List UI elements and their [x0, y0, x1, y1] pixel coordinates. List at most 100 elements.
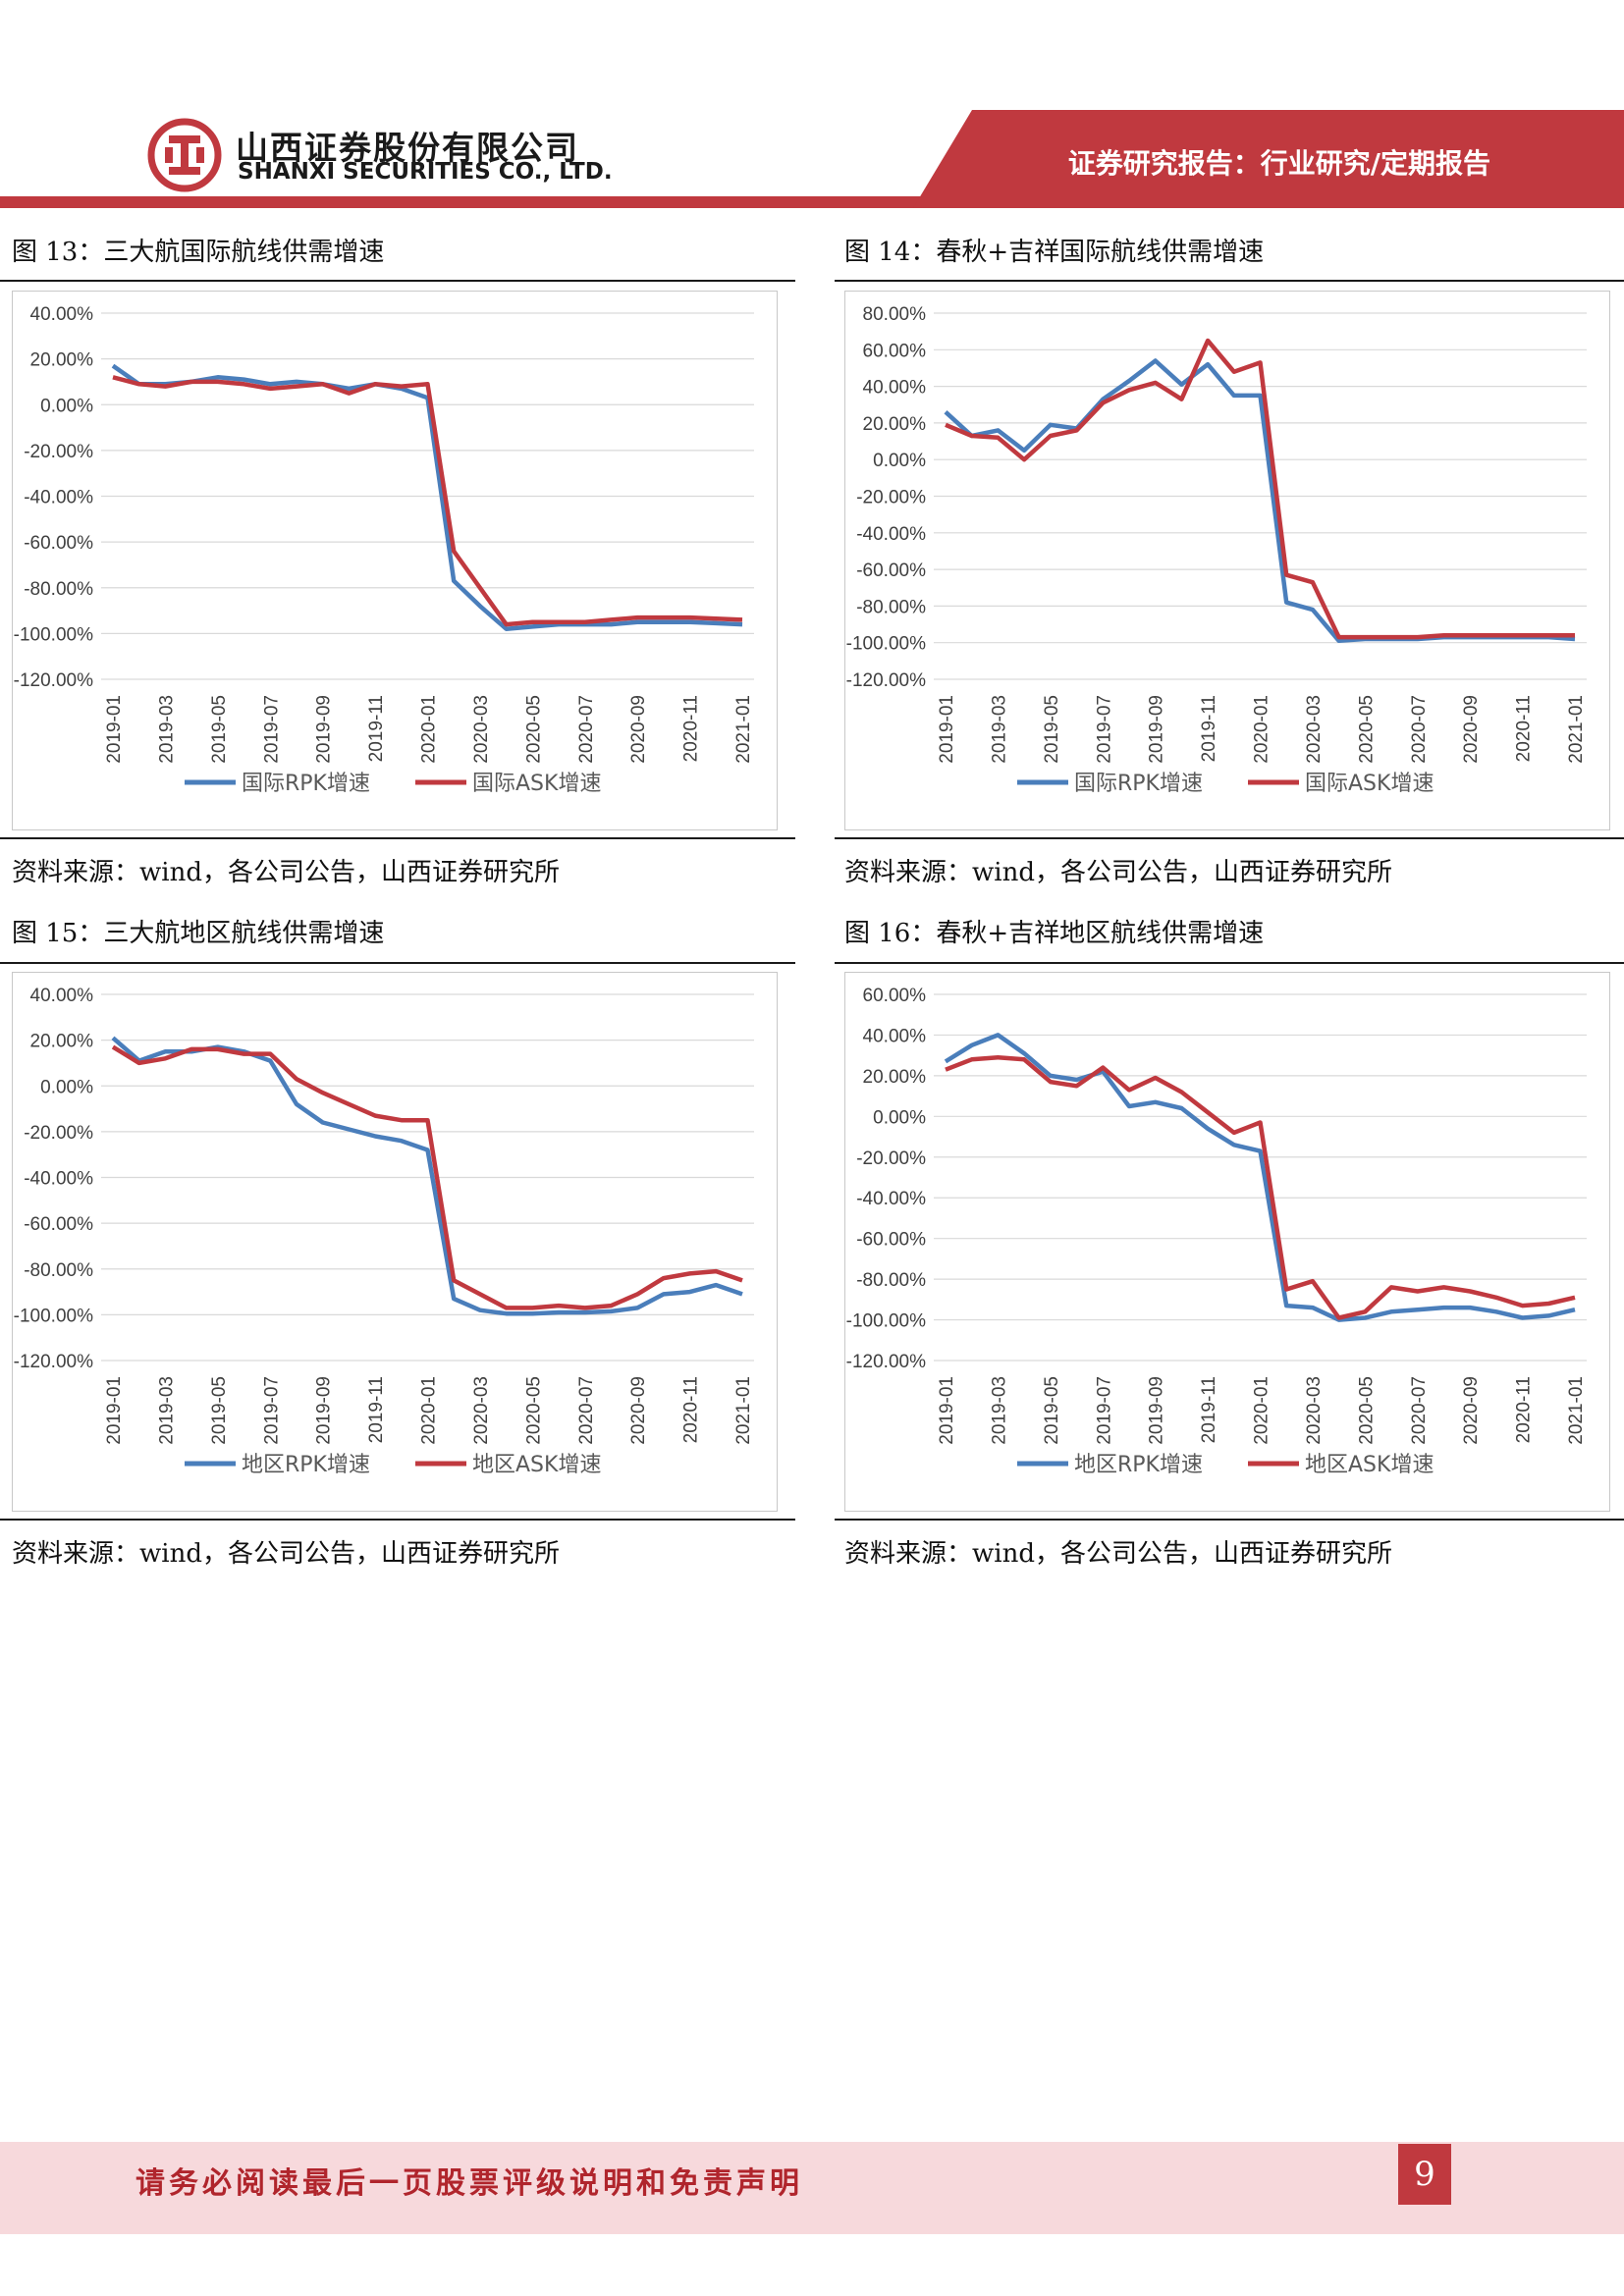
y-tick-label: 80.00% [863, 304, 927, 325]
x-tick-label: 2020-03 [471, 1376, 492, 1445]
x-tick-label: 2020-05 [523, 695, 544, 764]
y-tick-label: 20.00% [863, 414, 927, 435]
legend-label: 地区RPK增速 [242, 1453, 370, 1477]
legend-label: 国际RPK增速 [1074, 772, 1203, 796]
x-tick-label: 2020-07 [576, 1376, 597, 1445]
chart-container: 80.00% 60.00% 40.00% 20.00% 0.00% -20.00% -40.… [844, 291, 1610, 830]
series-line [112, 375, 743, 627]
x-tick-label: 2020-03 [471, 695, 492, 764]
series-line [945, 1054, 1576, 1320]
page-number: 9 [1398, 2144, 1451, 2205]
x-tick-label: 2020-05 [523, 1376, 544, 1445]
x-tick-label: 2020-09 [628, 695, 649, 764]
x-tick-label: 2021-01 [733, 695, 754, 764]
y-tick-label: -120.00% [14, 1352, 93, 1372]
legend-label: 地区RPK增速 [1074, 1453, 1203, 1477]
y-tick-label: -100.00% [846, 1311, 926, 1332]
x-tick-label: 2019-07 [1094, 1376, 1114, 1445]
y-tick-label: -20.00% [24, 442, 93, 462]
y-tick-label: -80.00% [856, 597, 926, 617]
y-tick-label: 40.00% [30, 986, 94, 1006]
y-tick-label: -100.00% [846, 634, 926, 655]
series-line [944, 1033, 1576, 1322]
source-note: 资料来源：wind，各公司公告，山西证券研究所 [844, 1539, 1392, 1569]
y-tick-label: 0.00% [40, 1077, 93, 1097]
series-line [111, 1036, 743, 1316]
y-tick-label: 40.00% [30, 304, 94, 325]
x-tick-label: 2019-03 [156, 1376, 177, 1445]
x-tick-label: 2019-03 [156, 695, 177, 764]
y-tick-label: -40.00% [856, 1189, 926, 1209]
figure-bottom-rule [0, 1519, 795, 1521]
legend-label: 国际ASK增速 [1305, 772, 1434, 796]
x-tick-label: 2019-05 [209, 695, 230, 764]
y-tick-label: -120.00% [846, 670, 926, 691]
y-tick-label: -120.00% [846, 1352, 926, 1372]
y-tick-label: -80.00% [856, 1270, 926, 1291]
x-tick-label: 2020-11 [1514, 1376, 1535, 1443]
source-note: 资料来源：wind，各公司公告，山西证券研究所 [844, 858, 1392, 887]
x-tick-label: 2019-05 [1042, 695, 1062, 764]
figure-top-rule [835, 280, 1624, 282]
y-tick-label: -40.00% [856, 524, 926, 545]
x-tick-label: 2020-11 [1514, 695, 1535, 762]
x-tick-label: 2020-01 [419, 695, 440, 764]
x-tick-label: 2020-07 [1409, 1376, 1430, 1445]
y-tick-label: 20.00% [863, 1067, 927, 1088]
x-tick-label: 2019-05 [209, 1376, 230, 1445]
legend-label: 国际ASK增速 [472, 772, 601, 796]
y-tick-label: -40.00% [24, 1169, 93, 1190]
chart-container: 40.00% 20.00% 0.00% -20.00% -40.00% -60.00% -8… [12, 972, 778, 1512]
chart-container: 60.00% 40.00% 20.00% 0.00% -20.00% -40.00% -60… [844, 972, 1610, 1512]
x-tick-label: 2021-01 [1566, 695, 1587, 764]
line-chart: 40.00% 20.00% 0.00% -20.00% -40.00% -60.00% -8… [14, 986, 754, 1477]
x-tick-label: 2019-05 [1042, 1376, 1062, 1445]
x-tick-label: 2020-01 [1252, 695, 1272, 764]
y-tick-label: -100.00% [14, 1306, 93, 1326]
x-tick-label: 2020-07 [1409, 695, 1430, 764]
y-tick-label: -100.00% [14, 624, 93, 645]
legend-label: 地区ASK增速 [1305, 1453, 1434, 1477]
figure-title: 图 15：三大航地区航线供需增速 [12, 919, 385, 948]
x-tick-label: 2019-01 [104, 695, 125, 764]
y-tick-label: -20.00% [24, 1123, 93, 1144]
page-header: 山西证券股份有限公司 SHANXI SECURITIES CO., LTD. 证… [0, 0, 1624, 226]
figure-bottom-rule [0, 837, 795, 839]
x-tick-label: 2020-01 [1252, 1376, 1272, 1445]
y-tick-label: 40.00% [863, 1026, 927, 1046]
disclaimer-link[interactable]: 请务必阅读最后一页股票评级说明和免责声明 [135, 2166, 803, 2201]
line-chart: 60.00% 40.00% 20.00% 0.00% -20.00% -40.00% -60… [846, 986, 1587, 1477]
x-tick-label: 2020-05 [1356, 1376, 1377, 1445]
x-tick-label: 2020-11 [681, 695, 702, 762]
y-tick-label: 0.00% [40, 396, 93, 416]
line-chart: 40.00% 20.00% 0.00% -20.00% -40.00% -60.00% -8… [14, 304, 754, 796]
figure-title: 图 14：春秋+吉祥国际航线供需增速 [844, 238, 1265, 267]
x-tick-label: 2019-11 [366, 695, 387, 762]
y-tick-label: 60.00% [863, 986, 927, 1006]
x-tick-label: 2019-01 [937, 695, 957, 764]
x-tick-label: 2020-01 [419, 1376, 440, 1445]
x-tick-label: 2019-07 [261, 1376, 282, 1445]
x-tick-label: 2019-09 [314, 1376, 335, 1445]
y-tick-label: -120.00% [14, 670, 93, 691]
y-tick-label: 60.00% [863, 341, 927, 361]
y-tick-label: -60.00% [24, 533, 93, 554]
chart-container: 40.00% 20.00% 0.00% -20.00% -40.00% -60.00% -8… [12, 291, 778, 830]
x-tick-label: 2019-09 [1147, 695, 1167, 764]
x-tick-label: 2019-03 [989, 695, 1009, 764]
y-tick-label: -60.00% [856, 561, 926, 581]
figure-title: 图 16：春秋+吉祥地区航线供需增速 [844, 919, 1265, 948]
x-tick-label: 2019-11 [366, 1376, 387, 1443]
x-tick-label: 2020-05 [1356, 695, 1377, 764]
y-tick-label: -80.00% [24, 1260, 93, 1281]
y-tick-label: -20.00% [856, 1148, 926, 1169]
series-line [944, 358, 1576, 644]
x-tick-label: 2019-07 [1094, 695, 1114, 764]
x-tick-label: 2020-07 [576, 695, 597, 764]
x-tick-label: 2019-11 [1199, 695, 1219, 762]
x-tick-label: 2019-01 [104, 1376, 125, 1445]
x-tick-label: 2020-11 [681, 1376, 702, 1443]
y-tick-label: 20.00% [30, 350, 94, 371]
x-tick-label: 2019-01 [937, 1376, 957, 1445]
x-tick-label: 2019-09 [314, 695, 335, 764]
